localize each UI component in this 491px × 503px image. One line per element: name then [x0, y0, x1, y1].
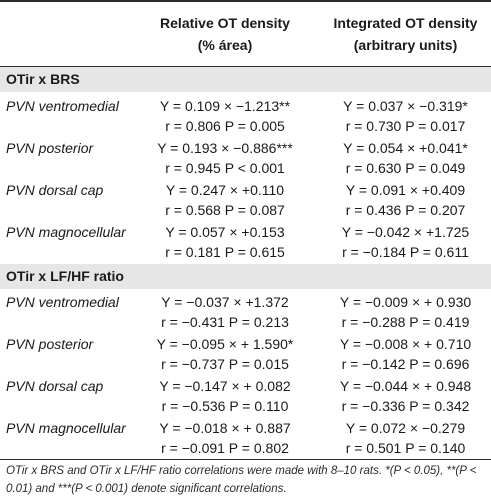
integrated-equation: Y = 0.037 × −0.319* [343, 98, 468, 114]
relative-stats: r = 0.806 P = 0.005 [165, 118, 285, 134]
section-title: OTir x BRS [6, 71, 80, 87]
integrated-equation: Y = −0.009 × + 0.930 [339, 294, 472, 310]
header-line: Relative OT density [160, 15, 290, 31]
table-row: PVN magnocellular Y = 0.057 × +0.153 r =… [0, 222, 491, 264]
table-header: Relative OT density (% área) Integrated … [0, 6, 491, 64]
relative-equation: Y = −0.037 × +1.372 [161, 294, 289, 310]
relative-stats: r = 0.945 P < 0.001 [165, 160, 285, 176]
table-footnote: OTir x BRS and OTir x LF/HF ratio correl… [6, 465, 477, 495]
row-label: PVN dorsal cap [6, 378, 104, 394]
table-row: PVN posterior Y = −0.095 × + 1.590* r = … [0, 334, 491, 376]
relative-stats: r = −0.737 P = 0.015 [161, 356, 289, 372]
integrated-equation: Y = 0.072 × −0.279 [345, 420, 466, 436]
integrated-equation: Y = −0.044 × + 0.948 [339, 378, 472, 394]
integrated-stats: r = −0.288 P = 0.419 [341, 314, 470, 330]
integrated-stats: r = 0.436 P = 0.207 [345, 202, 466, 218]
relative-stats: r = −0.536 P = 0.110 [161, 398, 289, 414]
integrated-stats: r = 0.630 P = 0.049 [345, 160, 466, 176]
integrated-stats: r = 0.730 P = 0.017 [345, 118, 466, 134]
table-row: PVN dorsal cap Y = −0.147 × + 0.082 r = … [0, 376, 491, 418]
relative-stats: r = −0.091 P = 0.802 [161, 440, 289, 456]
integrated-equation: Y = 0.091 × +0.409 [345, 182, 466, 198]
bottom-rule [0, 459, 491, 460]
relative-equation: Y = −0.018 × + 0.887 [159, 420, 291, 436]
relative-equation: Y = 0.193 × −0.886*** [157, 140, 293, 156]
integrated-stats: r = −0.336 P = 0.342 [341, 398, 470, 414]
header-relative-ot-density: Relative OT density (% área) [131, 12, 319, 56]
integrated-equation: Y = −0.008 × + 0.710 [339, 336, 472, 352]
top-rule [0, 0, 491, 2]
relative-equation: Y = 0.057 × +0.153 [165, 224, 285, 240]
table-row: PVN posterior Y = 0.193 × −0.886*** r = … [0, 138, 491, 180]
header-rule [0, 66, 491, 67]
table-row: PVN ventromedial Y = −0.037 × +1.372 r =… [0, 292, 491, 334]
header-line: Integrated OT density [333, 15, 478, 31]
row-label: PVN ventromedial [6, 98, 119, 114]
row-label: PVN posterior [6, 336, 94, 352]
integrated-stats: r = 0.501 P = 0.140 [345, 440, 466, 456]
section-title: OTir x LF/HF ratio [6, 268, 124, 284]
integrated-stats: r = −0.142 P = 0.696 [341, 356, 470, 372]
integrated-equation: Y = −0.042 × +1.725 [341, 224, 470, 240]
table-row: PVN magnocellular Y = −0.018 × + 0.887 r… [0, 418, 491, 460]
relative-equation: Y = 0.247 × +0.110 [165, 182, 285, 198]
row-label: PVN magnocellular [6, 420, 126, 436]
header-line: (arbitrary units) [353, 37, 458, 53]
row-label: PVN magnocellular [6, 224, 126, 240]
table-row: PVN dorsal cap Y = 0.247 × +0.110 r = 0.… [0, 180, 491, 222]
relative-equation: Y = −0.095 × + 1.590* [156, 336, 294, 352]
relative-equation: Y = −0.147 × + 0.082 [159, 378, 291, 394]
section-header-brs: OTir x BRS [0, 67, 491, 92]
integrated-equation: Y = 0.054 × +0.041* [343, 140, 468, 156]
table-row: PVN ventromedial Y = 0.109 × −1.213** r … [0, 96, 491, 138]
row-label: PVN ventromedial [6, 294, 119, 310]
relative-stats: r = −0.431 P = 0.213 [161, 314, 289, 330]
relative-stats: r = 0.568 P = 0.087 [165, 202, 285, 218]
section-header-lf-hf: OTir x LF/HF ratio [0, 264, 491, 289]
header-integrated-ot-density: Integrated OT density (arbitrary units) [320, 12, 491, 56]
integrated-stats: r = −0.184 P = 0.611 [342, 244, 469, 260]
row-label: PVN dorsal cap [6, 182, 104, 198]
relative-equation: Y = 0.109 × −1.213** [159, 98, 291, 114]
row-label: PVN posterior [6, 140, 94, 156]
header-line: (% área) [197, 37, 253, 53]
relative-stats: r = 0.181 P = 0.615 [165, 244, 285, 260]
